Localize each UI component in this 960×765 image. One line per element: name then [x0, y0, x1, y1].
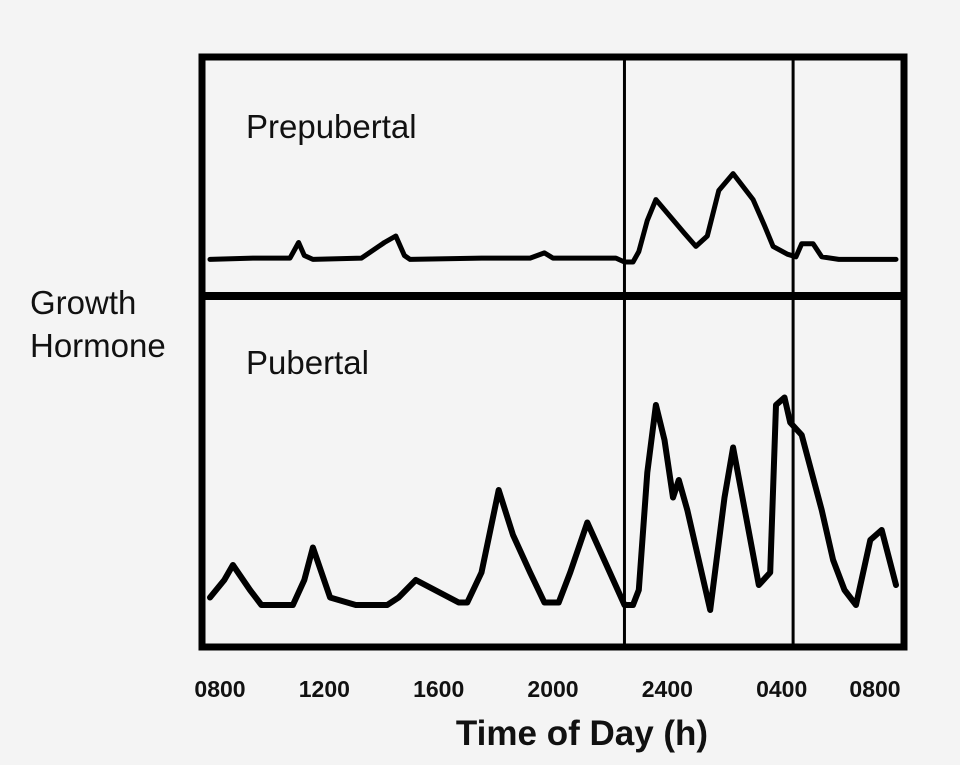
series-line-prepubertal	[207, 171, 899, 265]
y-axis-label-line-1: Growth	[30, 284, 136, 321]
x-tick-labels: 0800 1200 1600 2000 2400 0400 0800	[194, 676, 900, 702]
x-tick-label: 1200	[299, 676, 350, 702]
series-layer	[207, 171, 899, 613]
x-tick-label: 2400	[642, 676, 693, 702]
x-tick-label: 1600	[413, 676, 464, 702]
x-tick-label: 2000	[527, 676, 578, 702]
y-axis-label-line-2: Hormone	[30, 327, 166, 364]
x-tick-label: 0800	[194, 676, 245, 702]
x-tick-label: 0400	[756, 676, 807, 702]
panel-label-prepubertal: Prepubertal	[246, 108, 417, 145]
x-tick-label: 0800	[849, 676, 900, 702]
series-line-pubertal	[207, 394, 899, 613]
plot-frame	[198, 53, 908, 651]
x-axis-label: Time of Day (h)	[456, 714, 708, 753]
sleep-markers	[622, 57, 795, 647]
panel-label-pubertal: Pubertal	[246, 344, 369, 381]
